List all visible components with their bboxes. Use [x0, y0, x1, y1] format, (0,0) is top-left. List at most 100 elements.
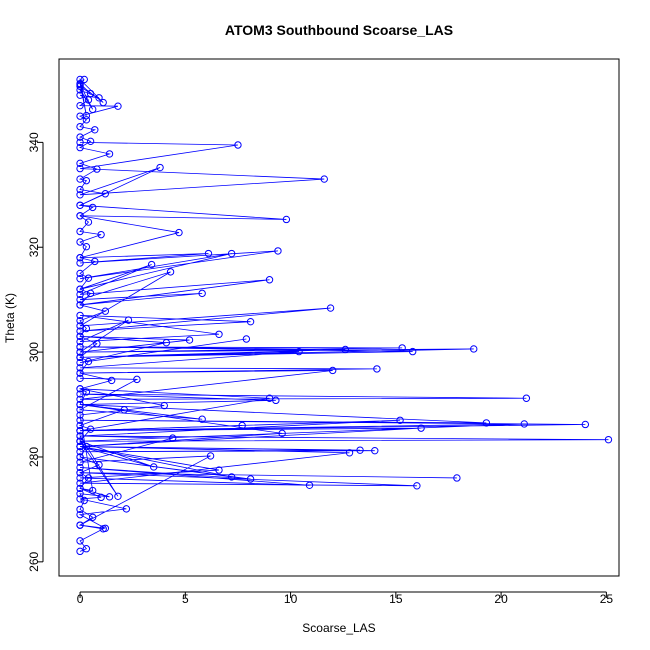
data-point: [76, 301, 84, 309]
data-point: [265, 276, 274, 284]
data-point: [76, 505, 84, 514]
data-point: [76, 259, 84, 267]
x-tick-label: 5: [182, 592, 189, 606]
data-point: [76, 374, 84, 383]
data-point: [101, 190, 110, 198]
data-point: [470, 345, 478, 353]
data-point: [93, 340, 101, 348]
data-point: [198, 415, 206, 423]
data-point: [242, 335, 251, 343]
data-point: [305, 481, 314, 489]
data-point: [76, 364, 84, 372]
data-point: [413, 482, 421, 490]
data-point: [76, 432, 84, 440]
data-point: [84, 474, 93, 482]
data-point: [238, 421, 246, 430]
data-point: [76, 79, 84, 88]
series-points: [76, 75, 613, 556]
data-point: [408, 347, 417, 356]
x-tick-label: 0: [77, 592, 84, 606]
data-point: [265, 394, 274, 402]
data-point: [215, 466, 223, 474]
data-point: [453, 474, 461, 482]
data-point: [76, 448, 84, 456]
data-point: [76, 201, 84, 209]
data-point: [76, 322, 84, 330]
data-point: [204, 249, 213, 258]
data-point: [88, 203, 97, 212]
data-point: [581, 420, 590, 429]
data-point: [76, 285, 84, 293]
data-point: [246, 475, 255, 483]
data-point: [82, 545, 91, 553]
data-point: [76, 82, 84, 90]
chart-title: ATOM3 Southbound Scoarse_LAS: [225, 22, 453, 38]
data-point: [522, 394, 531, 402]
data-point: [246, 317, 255, 326]
data-point: [482, 419, 491, 427]
data-point: [76, 369, 84, 377]
data-point: [295, 347, 303, 356]
data-point: [175, 228, 183, 237]
data-point: [76, 275, 84, 283]
series-line-2: [78, 141, 331, 363]
data-point: [76, 295, 84, 304]
data-point: [76, 227, 84, 236]
data-point: [76, 327, 84, 335]
data-point: [274, 247, 282, 255]
data-point: [95, 94, 103, 102]
x-axis: 0 5 10 15 20 25: [77, 591, 613, 606]
data-point: [76, 390, 84, 398]
data-point: [82, 388, 91, 396]
data-point: [88, 105, 97, 114]
data-point: [88, 486, 97, 495]
data-point: [76, 122, 84, 131]
data-point: [396, 416, 404, 424]
data-point: [80, 496, 88, 505]
data-point: [133, 375, 141, 384]
data-point: [76, 143, 84, 152]
y-axis-label: Theta (K): [3, 293, 17, 343]
data-point: [76, 521, 84, 529]
data-point: [76, 547, 84, 556]
data-point: [82, 243, 91, 251]
data-point: [398, 344, 406, 352]
data-point: [76, 385, 84, 393]
data-point: [326, 304, 335, 312]
data-point: [114, 492, 122, 500]
series-line-3: [80, 346, 609, 487]
data-point: [76, 254, 84, 262]
data-point: [604, 435, 613, 444]
data-point: [150, 463, 158, 471]
x-axis-label: Scoarse_LAS: [302, 621, 375, 635]
data-point: [76, 238, 84, 246]
data-point: [76, 316, 84, 325]
data-point: [76, 400, 84, 409]
data-point: [162, 338, 171, 347]
y-tick-label: 340: [27, 132, 41, 152]
data-point: [84, 96, 93, 104]
series-line-1: [78, 78, 125, 552]
data-point: [345, 449, 354, 457]
data-point: [417, 424, 425, 432]
series-line-4: [78, 377, 310, 529]
data-point: [86, 289, 95, 298]
y-tick-label: 260: [27, 552, 41, 572]
data-point: [76, 416, 84, 424]
data-point: [91, 126, 99, 134]
data-point: [356, 446, 364, 454]
data-point: [84, 218, 93, 226]
data-point: [206, 452, 215, 460]
data-point: [160, 401, 168, 410]
data-point: [278, 429, 286, 438]
data-point: [101, 307, 110, 315]
data-point: [88, 513, 97, 521]
data-point: [91, 257, 99, 266]
data-point: [76, 191, 84, 199]
data-point: [84, 274, 93, 282]
data-point: [371, 446, 379, 455]
data-point: [97, 493, 105, 502]
data-point: [520, 420, 528, 428]
data-point: [76, 269, 84, 278]
